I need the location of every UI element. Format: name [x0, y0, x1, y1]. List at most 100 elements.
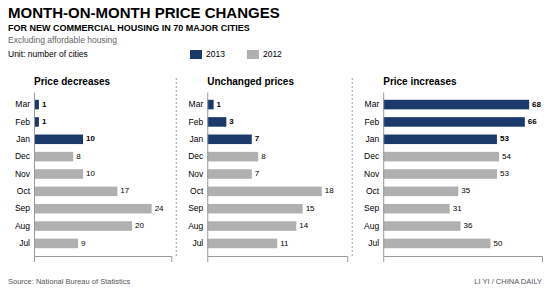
y-axis: MarFebJanDecNovOctSepAugJul [188, 93, 208, 257]
tick: Jan [16, 134, 34, 144]
bar [207, 239, 277, 249]
tick-label: Nov [364, 169, 380, 179]
tick-label: Jan [365, 134, 379, 144]
tick-label: Feb [15, 117, 30, 127]
data-label: 24 [155, 204, 164, 213]
tick-label: Dec [364, 151, 380, 161]
tick-label: Aug [364, 221, 379, 231]
unit-label: Unit: number of cities [8, 49, 88, 59]
bar [34, 187, 117, 197]
panel: Unchanged prices1378718151411MarFebJanDe… [188, 76, 348, 262]
separator [352, 78, 353, 256]
bar [34, 204, 152, 214]
bar [207, 152, 258, 162]
tick: Oct [190, 186, 207, 196]
axis-line [383, 93, 384, 257]
bar [34, 239, 78, 249]
x-axis [208, 257, 348, 263]
tick-label: Nov [15, 169, 31, 179]
source: Source: National Bureau of Statistics [8, 277, 130, 286]
legend-label: 2012 [263, 49, 282, 59]
tick: Nov [188, 169, 207, 179]
bar [34, 152, 73, 162]
axis-line [384, 257, 543, 263]
bar [207, 187, 322, 197]
bar [383, 187, 458, 197]
data-label: 9 [81, 239, 86, 248]
tick: Nov [15, 169, 34, 179]
bars [383, 100, 529, 248]
panel-title: Unchanged prices [207, 76, 294, 87]
bar [383, 239, 490, 249]
bar [207, 221, 296, 231]
data-label: 11 [280, 239, 289, 248]
data-label: 36 [463, 221, 472, 230]
tick: Aug [15, 221, 34, 231]
tick: Feb [189, 117, 208, 127]
data-label: 20 [135, 221, 144, 230]
data-label: 53 [500, 134, 509, 143]
tick: Jul [19, 238, 34, 248]
data-labels: 1378718151411 [217, 100, 335, 248]
legend: 20132012 [190, 49, 282, 59]
panel: Price increases686653545335313650MarFebJ… [364, 76, 542, 262]
tick-label: Jan [190, 134, 204, 144]
y-axis: Mar Feb Jan Dec Nov Oct Sep Aug Jul [364, 93, 384, 257]
bar [383, 152, 499, 162]
tick-label: Jul [19, 238, 30, 248]
bar [34, 221, 132, 231]
tick: Oct [366, 186, 383, 196]
tick: Mar [189, 99, 208, 109]
tick: Sep [15, 203, 34, 213]
x-axis [35, 257, 172, 263]
bar [207, 204, 302, 214]
tick: Sep [188, 203, 207, 213]
panel-title: Price decreases [34, 76, 111, 87]
subtitle: FOR NEW COMMERCIAL HOUSING IN 70 MAJOR C… [8, 23, 250, 33]
data-label: 53 [500, 169, 509, 178]
axis-line [208, 257, 348, 263]
data-label: 8 [261, 152, 266, 161]
bar [383, 117, 525, 127]
tick: Feb [365, 117, 384, 127]
data-labels: 686653545335313650 [453, 100, 542, 248]
bar [34, 135, 83, 145]
bar [383, 169, 497, 179]
bar [383, 100, 529, 110]
tick: Oct [17, 186, 34, 196]
tick: Jul [368, 238, 383, 248]
data-label: 50 [494, 239, 503, 248]
bar [383, 204, 450, 214]
tick: Jan [190, 134, 208, 144]
tick-label: Feb [365, 117, 380, 127]
tick-label: Dec [15, 151, 31, 161]
data-label: 1 [217, 100, 222, 109]
data-label: 18 [325, 186, 334, 195]
tick-label: Jul [192, 238, 203, 248]
tick: Jul [192, 238, 207, 248]
tick: Mar [365, 99, 384, 109]
tick-label: Aug [188, 221, 203, 231]
separator [176, 78, 177, 256]
tick-label: Aug [15, 221, 30, 231]
bar [207, 169, 252, 179]
bar [383, 135, 497, 145]
bars [207, 100, 322, 248]
tick-label: Sep [188, 203, 203, 213]
bar [383, 221, 460, 231]
subtitle: Excluding affordable housing [8, 35, 117, 45]
data-label: 10 [86, 169, 95, 178]
bars [34, 100, 152, 248]
tick-label: Oct [366, 186, 380, 196]
bar [34, 169, 83, 179]
tick-label: Mar [189, 99, 204, 109]
data-label: 35 [461, 186, 470, 195]
tick-label: Sep [364, 203, 379, 213]
data-label: 68 [532, 100, 541, 109]
data-label: 15 [306, 204, 315, 213]
tick: Dec [364, 151, 383, 161]
tick: Nov [364, 169, 383, 179]
data-label: 1 [42, 100, 47, 109]
x-axis [384, 257, 543, 263]
tick: Jan [365, 134, 383, 144]
